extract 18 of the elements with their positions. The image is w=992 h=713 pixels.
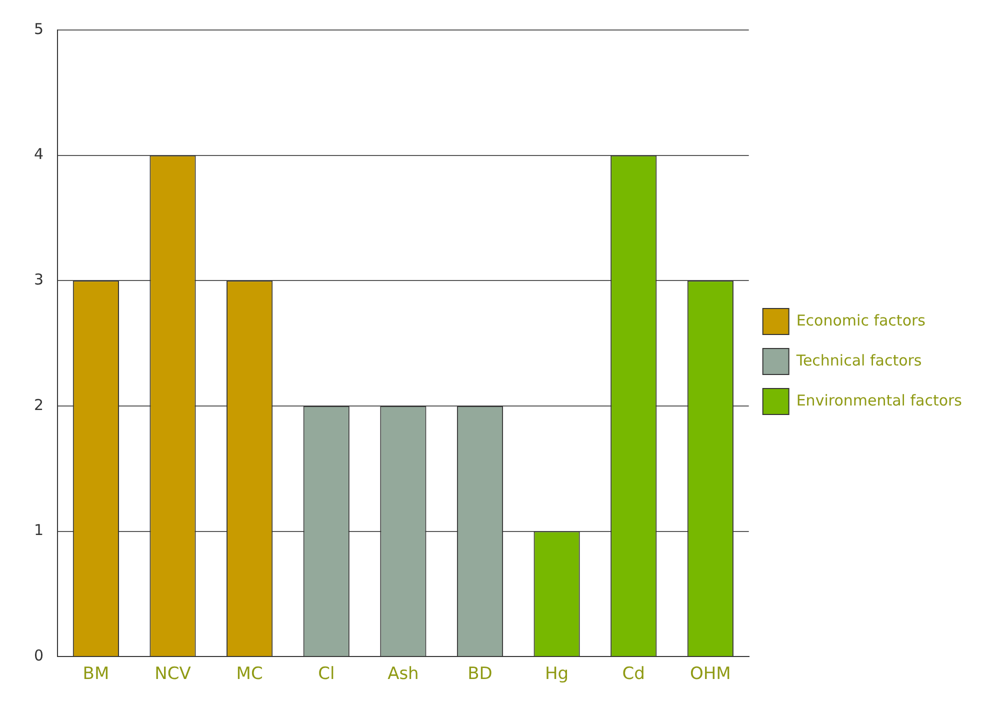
x-tick-label: MC [236,664,263,684]
legend-label: Economic factors [796,311,926,330]
x-tick-label: Cd [622,664,645,684]
x-tick-label: BM [82,664,110,684]
y-tick-label: 2 [34,396,44,414]
y-tick-label: 1 [34,521,44,540]
x-tick-label: Hg [545,664,569,684]
legend-label: Environmental factors [796,391,962,410]
legend-label: Technical factors [795,351,922,370]
x-tick-label: OHM [690,664,731,684]
x-tick-label: Ash [388,664,419,684]
x-tick-label: Cl [318,664,335,684]
y-tick-label: 3 [34,270,44,289]
x-tick-label: BD [468,664,492,684]
x-tick-label: NCV [154,664,192,684]
y-tick-label: 0 [34,646,44,664]
y-tick-label: 4 [34,145,44,164]
y-tick-label: 5 [34,20,44,38]
